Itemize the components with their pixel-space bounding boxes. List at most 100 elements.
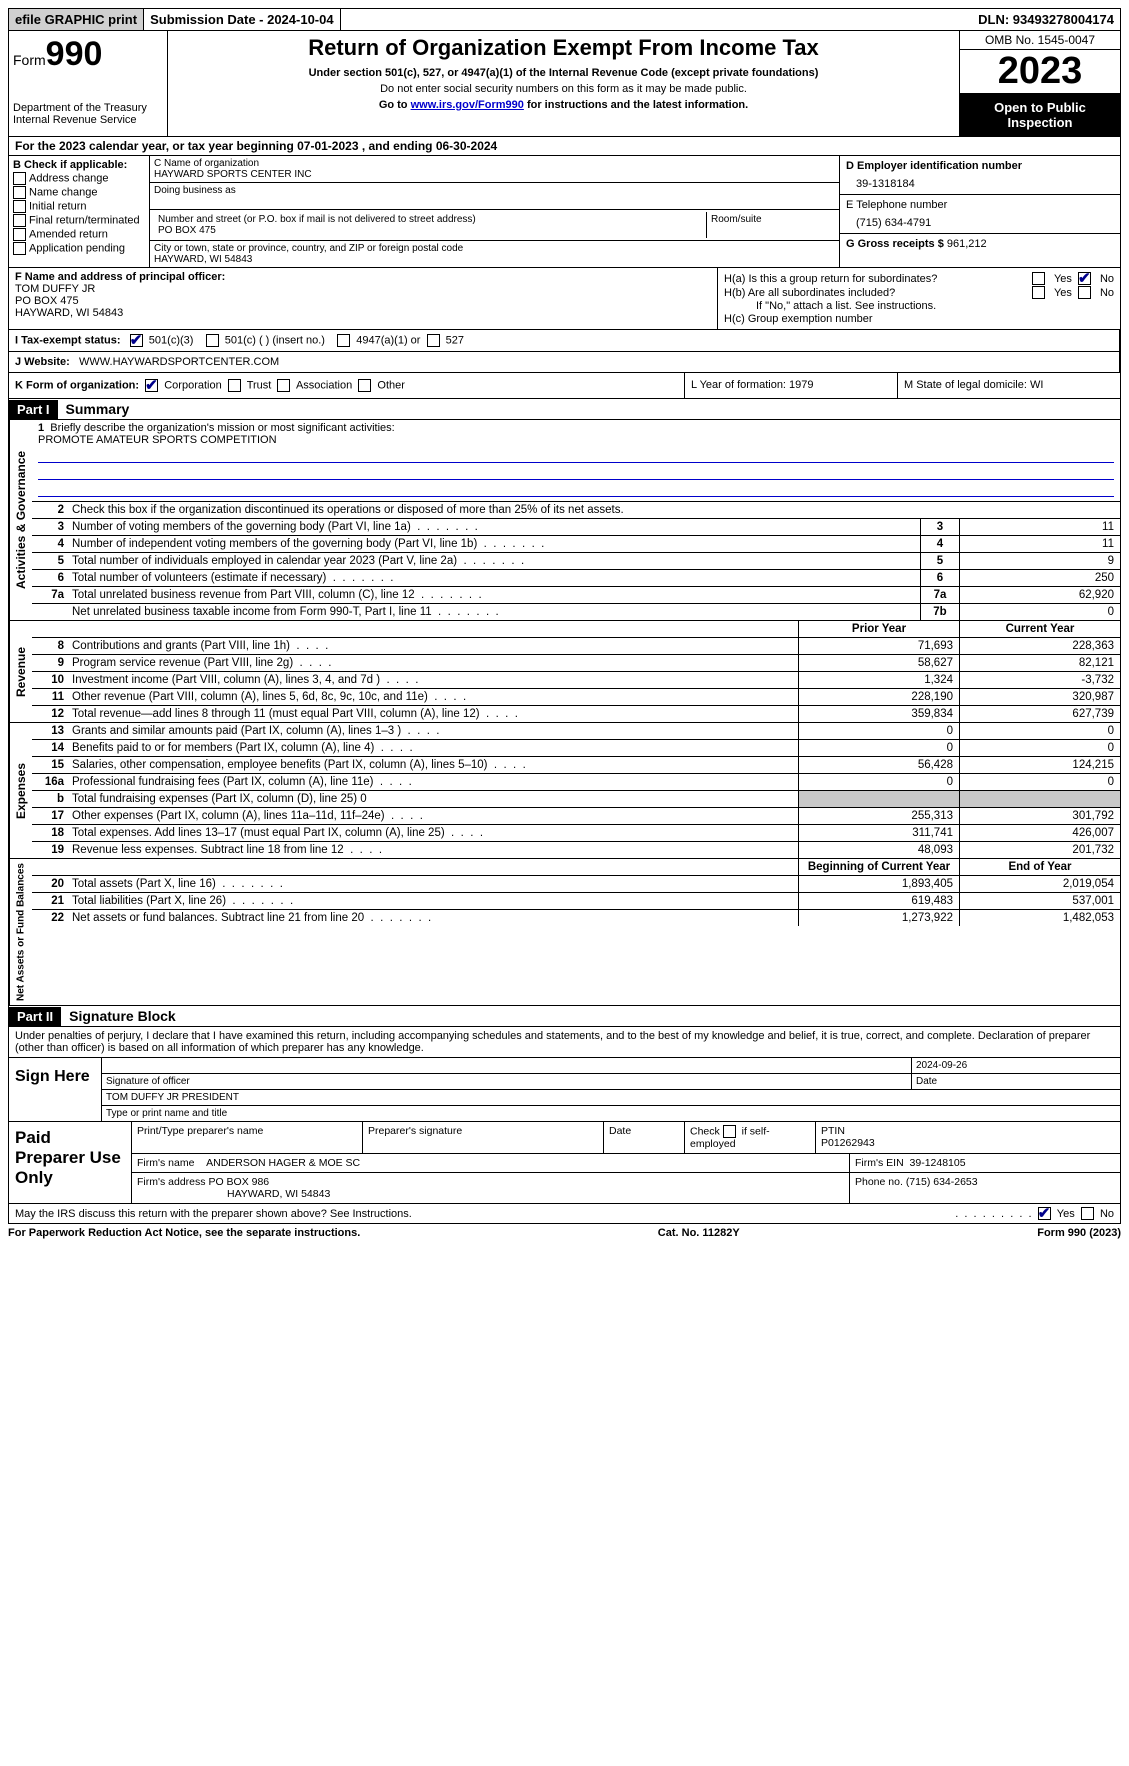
line-21-begin: 619,483 [798,893,959,909]
paid-preparer: Paid Preparer Use Only Print/Type prepar… [8,1122,1121,1204]
checkbox-ha-yes[interactable] [1032,272,1045,285]
col-H: H(a) Is this a group return for subordin… [718,268,1120,329]
phone: (715) 634-4791 [846,217,1114,229]
line-5-value: 9 [959,553,1120,569]
firm-name: ANDERSON HAGER & MOE SC [206,1157,360,1169]
irs-link[interactable]: www.irs.gov/Form990 [411,99,524,111]
omb-number: OMB No. 1545-0047 [960,31,1120,50]
sign-date: 2024-09-26 [912,1058,1120,1073]
checkbox-address-change[interactable] [13,172,26,185]
checkbox-name-change[interactable] [13,186,26,199]
room-suite-label: Room/suite [707,212,835,238]
line-10-prior: 1,324 [798,672,959,688]
checkbox-discuss-no[interactable] [1081,1207,1094,1220]
checkbox-501c3[interactable] [130,334,143,347]
checkbox-discuss-yes[interactable] [1038,1207,1051,1220]
dln: DLN: 93493278004174 [972,9,1120,30]
line-7b-value: 0 [959,604,1120,620]
penalties-text: Under penalties of perjury, I declare th… [9,1027,1120,1057]
checkbox-other[interactable] [358,379,371,392]
line-b-prior [798,791,959,807]
checkbox-association[interactable] [277,379,290,392]
officer-addr1: PO BOX 475 [15,295,711,307]
ein: 39-1318184 [846,178,1114,190]
checkbox-amended-return[interactable] [13,228,26,241]
checkbox-ha-no[interactable] [1078,272,1091,285]
officer-name: TOM DUFFY JR [15,283,711,295]
subtitle-1: Under section 501(c), 527, or 4947(a)(1)… [172,67,955,79]
checkbox-application-pending[interactable] [13,242,26,255]
firm-addr1: PO BOX 986 [208,1176,269,1188]
officer-addr2: HAYWARD, WI 54843 [15,307,711,319]
street-address: PO BOX 475 [158,225,702,236]
vlabel-revenue: Revenue [9,621,32,722]
line-15-prior: 56,428 [798,757,959,773]
line-22-begin: 1,273,922 [798,910,959,926]
website: WWW.HAYWARDSPORTCENTER.COM [79,356,279,368]
subtitle-3: Go to www.irs.gov/Form990 for instructio… [172,99,955,111]
section-expenses: Expenses 13Grants and similar amounts pa… [8,723,1121,859]
line-21-end: 537,001 [959,893,1120,909]
part1-header: Part I Summary [8,399,1121,420]
form-title: Return of Organization Exempt From Incom… [172,35,955,61]
vlabel-net-assets: Net Assets or Fund Balances [9,859,32,1005]
line-19-current: 201,732 [959,842,1120,858]
line-8-prior: 71,693 [798,638,959,654]
line-3-value: 11 [959,519,1120,535]
row-I: I Tax-exempt status: 501(c)(3) 501(c) ( … [8,330,1121,352]
line-20-begin: 1,893,405 [798,876,959,892]
signature-block: Under penalties of perjury, I declare th… [8,1027,1121,1058]
row-KLM: K Form of organization: Corporation Trus… [8,373,1121,399]
line-7a-value: 62,920 [959,587,1120,603]
form-header: Form990 Department of the Treasury Inter… [8,31,1121,137]
efile-print-button[interactable]: efile GRAPHIC print [9,9,144,30]
col-C: C Name of organizationHAYWARD SPORTS CEN… [150,156,839,267]
line-17-current: 301,792 [959,808,1120,824]
col-B: B Check if applicable: Address change Na… [9,156,150,267]
line-9-current: 82,121 [959,655,1120,671]
line-11-prior: 228,190 [798,689,959,705]
discuss-row: May the IRS discuss this return with the… [8,1204,1121,1224]
line-13-prior: 0 [798,723,959,739]
checkbox-hb-no[interactable] [1078,286,1091,299]
top-bar: efile GRAPHIC print Submission Date - 20… [8,8,1121,31]
line-17-prior: 255,313 [798,808,959,824]
line-18-current: 426,007 [959,825,1120,841]
city-state-zip: HAYWARD, WI 54843 [154,254,835,265]
firm-ein: 39-1248105 [910,1157,966,1169]
line-6-value: 250 [959,570,1120,586]
checkbox-4947[interactable] [337,334,350,347]
checkbox-hb-yes[interactable] [1032,286,1045,299]
checkbox-self-employed[interactable] [723,1125,736,1138]
firm-phone: (715) 634-2653 [906,1176,978,1188]
line-11-current: 320,987 [959,689,1120,705]
checkbox-final-return[interactable] [13,214,26,227]
checkbox-trust[interactable] [228,379,241,392]
checkbox-501c[interactable] [206,334,219,347]
row-FH: F Name and address of principal officer:… [8,268,1121,330]
dept-treasury: Department of the Treasury Internal Reve… [13,102,163,126]
vlabel-governance: Activities & Governance [9,420,32,620]
checkbox-initial-return[interactable] [13,200,26,213]
footer: For Paperwork Reduction Act Notice, see … [8,1224,1121,1242]
checkbox-corporation[interactable] [145,379,158,392]
gross-receipts: 961,212 [947,238,987,250]
mission-text: PROMOTE AMATEUR SPORTS COMPETITION [38,434,1114,446]
line-14-current: 0 [959,740,1120,756]
checkbox-527[interactable] [427,334,440,347]
col-F: F Name and address of principal officer:… [9,268,718,329]
line-14-prior: 0 [798,740,959,756]
subtitle-2: Do not enter social security numbers on … [172,83,955,95]
line-22-end: 1,482,053 [959,910,1120,926]
line-b-current [959,791,1120,807]
line-19-prior: 48,093 [798,842,959,858]
ptin: P01262943 [821,1137,875,1149]
row-A-period: For the 2023 calendar year, or tax year … [8,137,1121,156]
form-word: Form [13,52,46,68]
open-inspection: Open to Public Inspection [960,94,1120,136]
col-DEG: D Employer identification number39-13181… [839,156,1120,267]
sign-here: Sign Here 2024-09-26 Signature of office… [8,1058,1121,1122]
org-name: HAYWARD SPORTS CENTER INC [154,169,835,180]
line-12-prior: 359,834 [798,706,959,722]
year-formation: L Year of formation: 1979 [685,373,898,398]
